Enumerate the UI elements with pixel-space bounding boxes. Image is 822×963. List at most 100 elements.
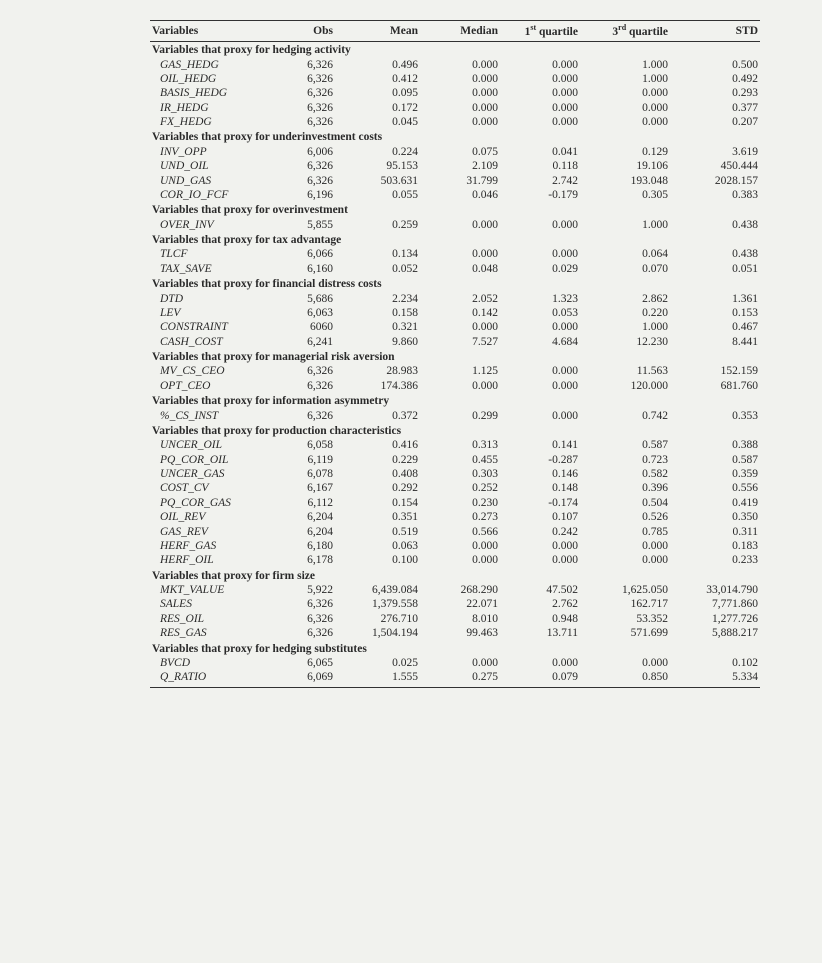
cell-mean: 6,439.084 xyxy=(335,583,420,597)
cell-q1: 13.711 xyxy=(500,626,580,640)
cell-q1: 47.502 xyxy=(500,583,580,597)
cell-median: 0.000 xyxy=(420,656,500,670)
cell-q1: 0.146 xyxy=(500,467,580,481)
table-row: HERF_OIL6,1780.1000.0000.0000.0000.233 xyxy=(150,553,760,567)
cell-median: 0.000 xyxy=(420,218,500,232)
cell-q3: 0.850 xyxy=(580,670,670,687)
table-row: MV_CS_CEO6,32628.9831.1250.00011.563152.… xyxy=(150,364,760,378)
cell-q3: 1.000 xyxy=(580,218,670,232)
cell-obs: 6,006 xyxy=(280,145,335,159)
cell-median: 0.455 xyxy=(420,453,500,467)
cell-median: 0.000 xyxy=(420,86,500,100)
cell-q1: 0.000 xyxy=(500,379,580,393)
table-row: Q_RATIO6,0691.5550.2750.0790.8505.334 xyxy=(150,670,760,687)
cell-mean: 0.292 xyxy=(335,481,420,495)
var-name: %_CS_INST xyxy=(150,409,280,423)
cell-q1: 0.948 xyxy=(500,612,580,626)
table-row: UNCER_OIL6,0580.4160.3130.1410.5870.388 xyxy=(150,438,760,452)
cell-std: 0.388 xyxy=(670,438,760,452)
cell-mean: 276.710 xyxy=(335,612,420,626)
table-body: Variables that proxy for hedging activit… xyxy=(150,42,760,688)
cell-median: 8.010 xyxy=(420,612,500,626)
cell-q3: 0.504 xyxy=(580,496,670,510)
cell-median: 0.230 xyxy=(420,496,500,510)
cell-q1: 0.000 xyxy=(500,86,580,100)
cell-q1: 0.000 xyxy=(500,101,580,115)
cell-q3: 571.699 xyxy=(580,626,670,640)
cell-median: 2.109 xyxy=(420,159,500,173)
cell-q1: 0.118 xyxy=(500,159,580,173)
col-median: Median xyxy=(420,21,500,42)
section-header: Variables that proxy for information asy… xyxy=(150,393,760,408)
cell-mean: 0.519 xyxy=(335,525,420,539)
col-obs: Obs xyxy=(280,21,335,42)
var-name: DTD xyxy=(150,292,280,306)
cell-mean: 174.386 xyxy=(335,379,420,393)
cell-q1: 0.000 xyxy=(500,320,580,334)
cell-mean: 28.983 xyxy=(335,364,420,378)
cell-q1: -0.287 xyxy=(500,453,580,467)
cell-q3: 162.717 xyxy=(580,597,670,611)
cell-obs: 6,326 xyxy=(280,86,335,100)
cell-median: 0.000 xyxy=(420,539,500,553)
cell-q1: -0.174 xyxy=(500,496,580,510)
table-row: SALES6,3261,379.55822.0712.762162.7177,7… xyxy=(150,597,760,611)
cell-obs: 6,326 xyxy=(280,597,335,611)
var-name: TAX_SAVE xyxy=(150,262,280,276)
cell-q3: 0.723 xyxy=(580,453,670,467)
cell-q1: 0.000 xyxy=(500,553,580,567)
table-row: GAS_HEDG6,3260.4960.0000.0001.0000.500 xyxy=(150,58,760,72)
cell-median: 0.000 xyxy=(420,101,500,115)
var-name: COST_CV xyxy=(150,481,280,495)
cell-std: 3.619 xyxy=(670,145,760,159)
cell-std: 0.587 xyxy=(670,453,760,467)
cell-std: 0.377 xyxy=(670,101,760,115)
cell-obs: 6,326 xyxy=(280,159,335,173)
cell-mean: 1,379.558 xyxy=(335,597,420,611)
cell-mean: 1.555 xyxy=(335,670,420,687)
cell-obs: 6,069 xyxy=(280,670,335,687)
cell-median: 31.799 xyxy=(420,174,500,188)
col-variables: Variables xyxy=(150,21,280,42)
cell-std: 33,014.790 xyxy=(670,583,760,597)
cell-median: 99.463 xyxy=(420,626,500,640)
cell-median: 0.252 xyxy=(420,481,500,495)
var-name: INV_OPP xyxy=(150,145,280,159)
cell-obs: 6,180 xyxy=(280,539,335,553)
cell-obs: 6,178 xyxy=(280,553,335,567)
cell-median: 0.000 xyxy=(420,115,500,129)
table-header: Variables Obs Mean Median 1st quartile 3… xyxy=(150,21,760,42)
section-header: Variables that proxy for hedging activit… xyxy=(150,42,760,58)
cell-median: 0.075 xyxy=(420,145,500,159)
cell-std: 0.556 xyxy=(670,481,760,495)
cell-q1: 0.079 xyxy=(500,670,580,687)
cell-q3: 0.742 xyxy=(580,409,670,423)
cell-mean: 0.259 xyxy=(335,218,420,232)
cell-std: 7,771.860 xyxy=(670,597,760,611)
cell-std: 5,888.217 xyxy=(670,626,760,640)
cell-mean: 0.496 xyxy=(335,58,420,72)
cell-q3: 0.526 xyxy=(580,510,670,524)
cell-std: 0.350 xyxy=(670,510,760,524)
cell-std: 5.334 xyxy=(670,670,760,687)
cell-q3: 0.785 xyxy=(580,525,670,539)
col-std: STD xyxy=(670,21,760,42)
cell-median: 268.290 xyxy=(420,583,500,597)
section-title: Variables that proxy for underinvestment… xyxy=(150,129,760,144)
table-row: OIL_HEDG6,3260.4120.0000.0001.0000.492 xyxy=(150,72,760,86)
var-name: FX_HEDG xyxy=(150,115,280,129)
section-title: Variables that proxy for firm size xyxy=(150,568,760,583)
cell-q1: 0.000 xyxy=(500,364,580,378)
table-row: IR_HEDG6,3260.1720.0000.0000.0000.377 xyxy=(150,101,760,115)
cell-median: 0.000 xyxy=(420,58,500,72)
cell-q3: 0.000 xyxy=(580,101,670,115)
cell-q1: 2.762 xyxy=(500,597,580,611)
cell-std: 450.444 xyxy=(670,159,760,173)
section-header: Variables that proxy for firm size xyxy=(150,568,760,583)
section-header: Variables that proxy for overinvestment xyxy=(150,202,760,217)
cell-obs: 6,058 xyxy=(280,438,335,452)
section-header: Variables that proxy for production char… xyxy=(150,423,760,438)
cell-q3: 1.000 xyxy=(580,72,670,86)
cell-q1: 0.000 xyxy=(500,539,580,553)
var-name: MKT_VALUE xyxy=(150,583,280,597)
